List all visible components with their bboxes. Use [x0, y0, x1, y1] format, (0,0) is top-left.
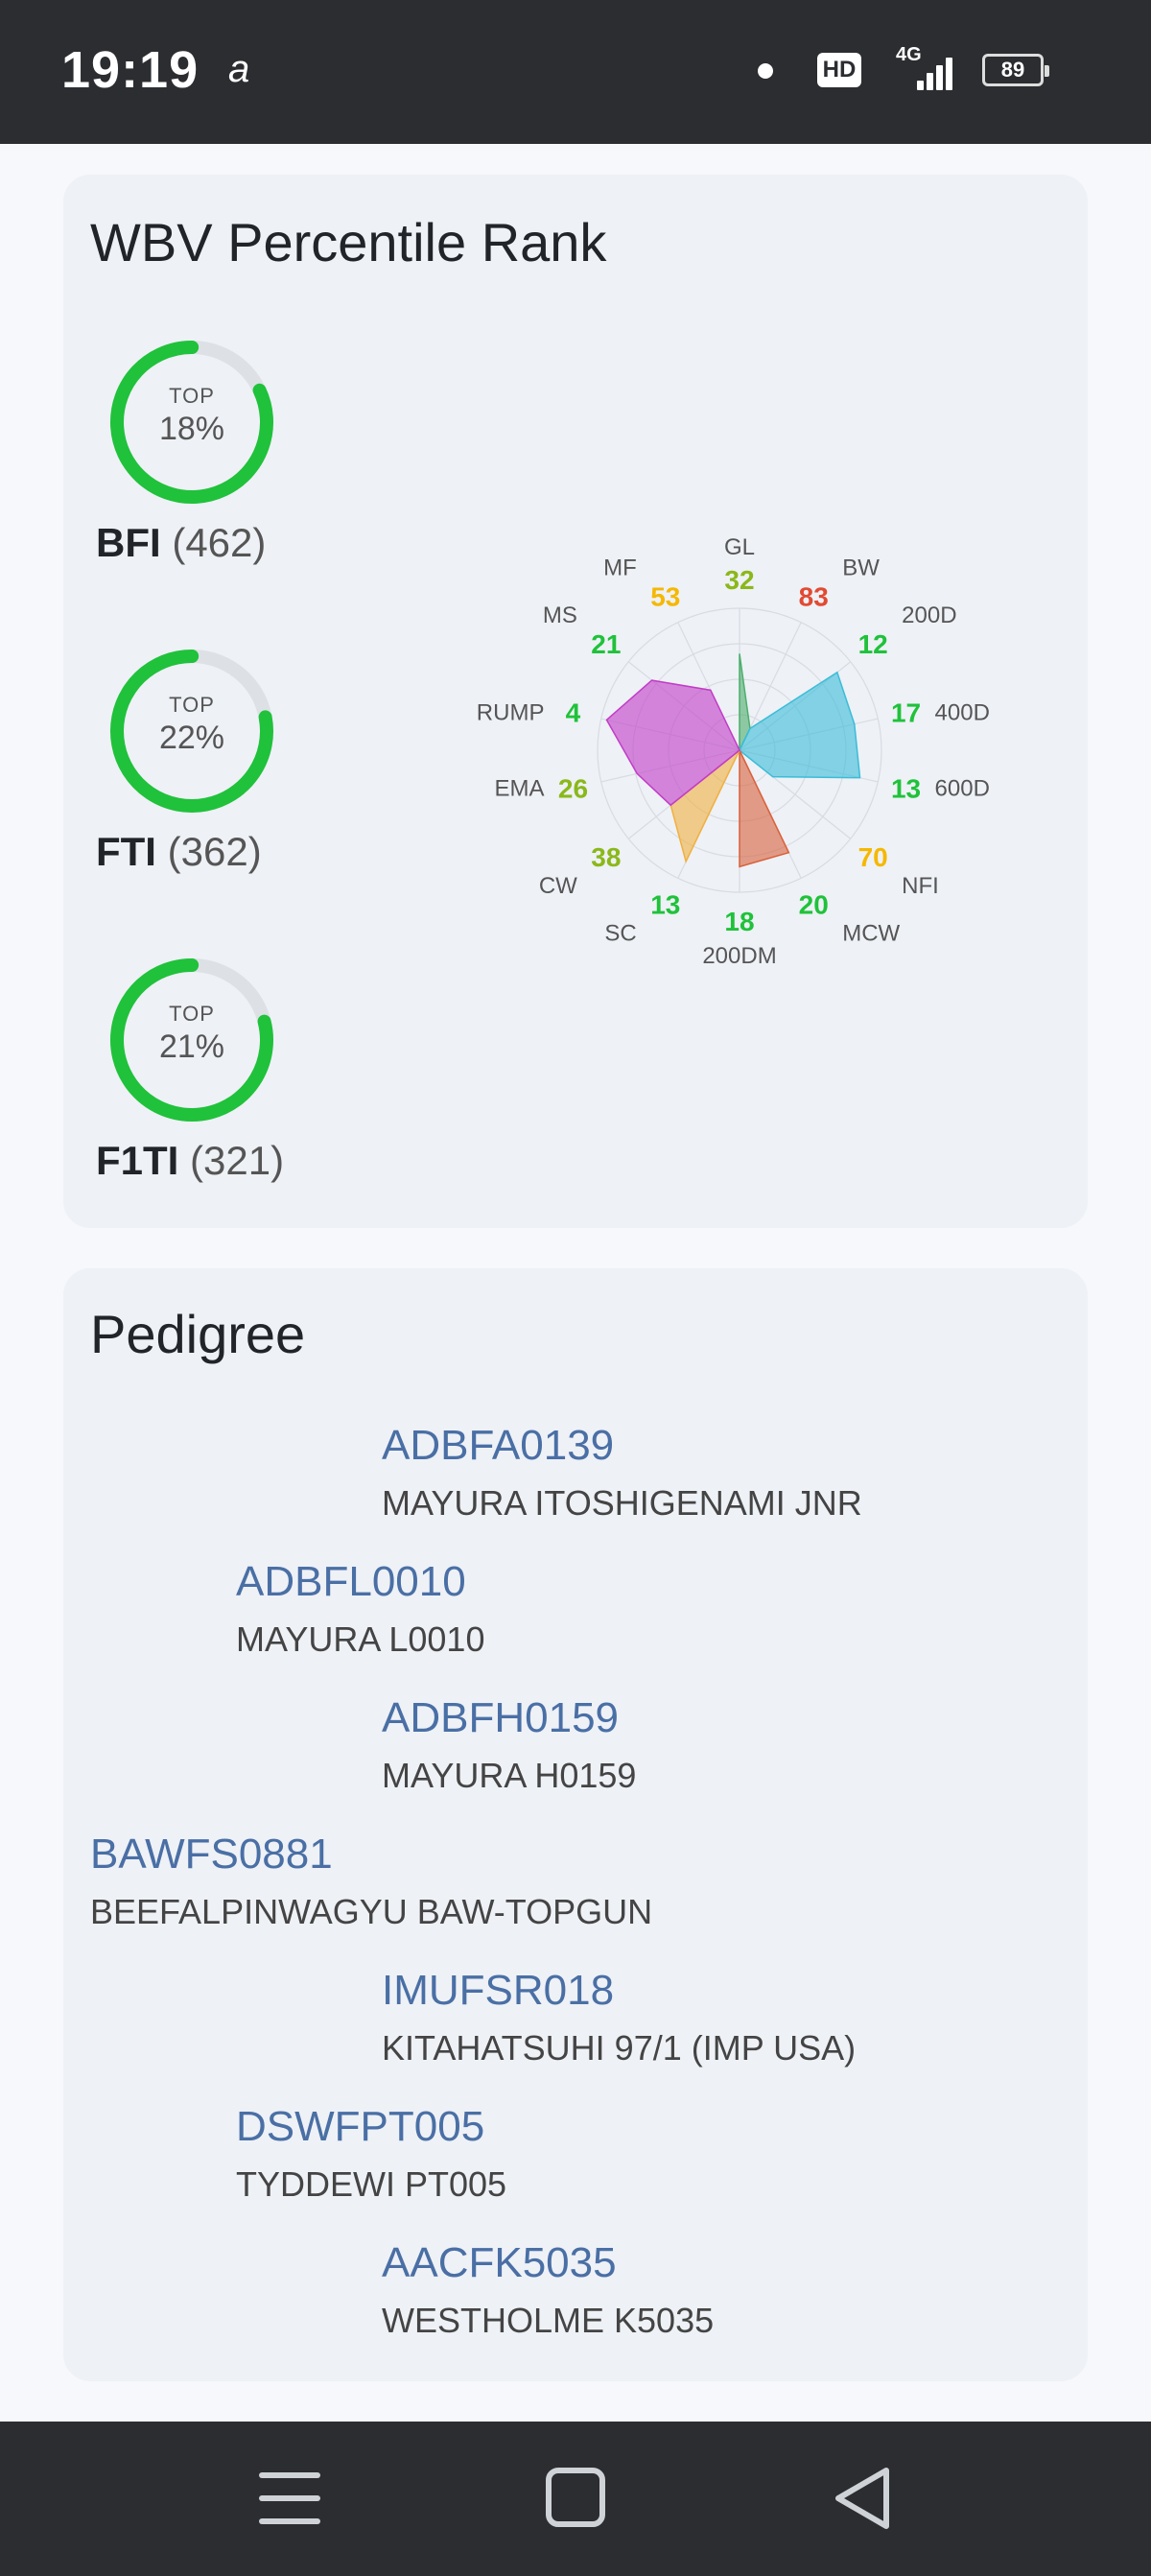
notification-app-icon: a [228, 48, 250, 90]
radar-group-area [605, 679, 740, 807]
radar-value-label: 12 [858, 629, 888, 659]
pedigree-id-link[interactable]: IMUFSR018 [382, 1967, 615, 2014]
f1ti-ring-arc [110, 958, 273, 1122]
radar-group-area [739, 749, 790, 868]
pedigree-name: BEEFALPINWAGYU BAW-TOPGUN [90, 1892, 653, 1931]
battery-icon: 89 [982, 54, 1049, 86]
fti-label: FTI (362) [96, 829, 262, 875]
radar-value-label: 83 [799, 582, 829, 612]
bfi-ring-arc [110, 341, 273, 504]
pedigree-entry: ADBFA0139 MAYURA ITOSHIGENAMI JNR [382, 1422, 862, 1524]
radar-value-label: 18 [724, 907, 754, 936]
radar-value-label: 38 [591, 842, 621, 872]
radar-value-label: 26 [558, 774, 588, 804]
bfi-top-label: TOP [169, 384, 215, 408]
fti-name: FTI [96, 829, 156, 874]
pedigree-id-link[interactable]: AACFK5035 [382, 2239, 617, 2286]
radar-trait-label: CW [539, 873, 577, 899]
pedigree-id-link[interactable]: ADBFA0139 [382, 1422, 615, 1469]
bfi-ring: TOP 18% [107, 338, 276, 507]
pedigree-name: WESTHOLME K5035 [382, 2301, 715, 2340]
fti-percent: 22% [158, 720, 225, 756]
pedigree-title: Pedigree [90, 1304, 306, 1364]
bfi-ring-progress [110, 341, 273, 504]
radar-value-label: 17 [891, 697, 921, 727]
wbv-title: WBV Percentile Rank [90, 212, 607, 272]
pedigree-name: TYDDEWI PT005 [236, 2164, 507, 2204]
radar-trait-label: 400D [935, 699, 990, 725]
radar-trait-label: MCW [842, 920, 900, 946]
f1ti-name: F1TI [96, 1138, 179, 1183]
bfi-count: (462) [172, 520, 267, 565]
status-time: 19:19 [61, 41, 200, 99]
fti-count: (362) [167, 829, 262, 874]
network-type: 4G [896, 44, 922, 65]
bfi-percent: 18% [158, 411, 225, 447]
pedigree-name: MAYURA ITOSHIGENAMI JNR [382, 1483, 862, 1523]
radar-trait-label: SC [604, 920, 636, 946]
back-triangle-icon[interactable] [827, 2465, 904, 2532]
fti-ring: TOP 22% [107, 647, 276, 815]
radar-trait-label: 600D [935, 776, 990, 802]
radar-value-label: 20 [799, 889, 829, 919]
f1ti-top-label: TOP [169, 1002, 215, 1026]
f1ti-ring-progress [110, 958, 273, 1122]
pedigree-entry: ADBFL0010 MAYURA L0010 [236, 1558, 484, 1660]
fti-ring-progress [110, 650, 273, 813]
radar-group-area [739, 671, 861, 779]
fti-top-label: TOP [169, 693, 215, 717]
pedigree-name: MAYURA H0159 [382, 1756, 637, 1795]
f1ti-count: (321) [190, 1138, 285, 1183]
f1ti-ring: TOP 21% [107, 956, 276, 1124]
radar-trait-label: MS [543, 603, 577, 628]
pedigree-entry: IMUFSR018 KITAHATSUHI 97/1 (IMP USA) [382, 1967, 856, 2068]
signal-strength-icon [917, 56, 955, 90]
menu-icon[interactable] [251, 2465, 328, 2532]
pedigree-entry: DSWFPT005 TYDDEWI PT005 [236, 2103, 506, 2205]
pedigree-entry: ADBFH0159 MAYURA H0159 [382, 1694, 636, 1796]
pedigree-card: Pedigree ADBFA0139 MAYURA ITOSHIGENAMI J… [63, 1268, 1088, 2381]
radar-trait-label: EMA [494, 776, 544, 802]
pedigree-entry: AACFK5035 WESTHOLME K5035 [382, 2239, 714, 2341]
hd-badge: HD [817, 53, 861, 87]
pedigree-id-link[interactable]: ADBFH0159 [382, 1694, 620, 1741]
radar-value-label: 4 [566, 697, 581, 727]
radar-trait-label: BW [842, 555, 880, 581]
system-nav-bar [0, 2422, 1151, 2576]
f1ti-percent: 21% [158, 1028, 225, 1065]
status-bar: 19:19 a HD 4G 89 [0, 0, 1151, 144]
radar-trait-label: 200D [902, 603, 956, 628]
bfi-label: BFI (462) [96, 520, 266, 566]
radar-trait-label: MF [603, 555, 637, 581]
radar-value-label: 13 [650, 889, 680, 919]
home-square-icon[interactable] [537, 2465, 614, 2532]
bfi-name: BFI [96, 520, 161, 565]
radar-value-label: 32 [724, 565, 754, 595]
radar-trait-label: 200DM [702, 943, 776, 969]
fti-ring-arc [110, 650, 273, 813]
radar-value-label: 13 [891, 774, 921, 804]
wbv-percentile-card: WBV Percentile Rank TOP 18% BFI (462) TO… [63, 175, 1088, 1228]
radar-trait-label: GL [724, 534, 755, 560]
notification-dot-icon [758, 63, 773, 79]
pedigree-id-link[interactable]: BAWFS0881 [90, 1831, 333, 1878]
trait-radar-chart: 32 GL 83 BW 12 200D 17 400D 13 600D 70 NFI 20 MCW 18 20… [477, 534, 990, 969]
f1ti-label: F1TI (321) [96, 1138, 284, 1184]
radar-value-label: 70 [858, 842, 888, 872]
radar-trait-label: NFI [902, 873, 939, 899]
radar-trait-label: RUMP [477, 699, 545, 725]
pedigree-id-link[interactable]: ADBFL0010 [236, 1558, 466, 1605]
pedigree-name: MAYURA L0010 [236, 1619, 485, 1659]
radar-value-label: 53 [650, 582, 680, 612]
radar-value-label: 21 [591, 629, 621, 659]
pedigree-id-link[interactable]: DSWFPT005 [236, 2103, 485, 2150]
pedigree-name: KITAHATSUHI 97/1 (IMP USA) [382, 2028, 857, 2068]
pedigree-entry: BAWFS0881 BEEFALPINWAGYU BAW-TOPGUN [90, 1831, 652, 1932]
